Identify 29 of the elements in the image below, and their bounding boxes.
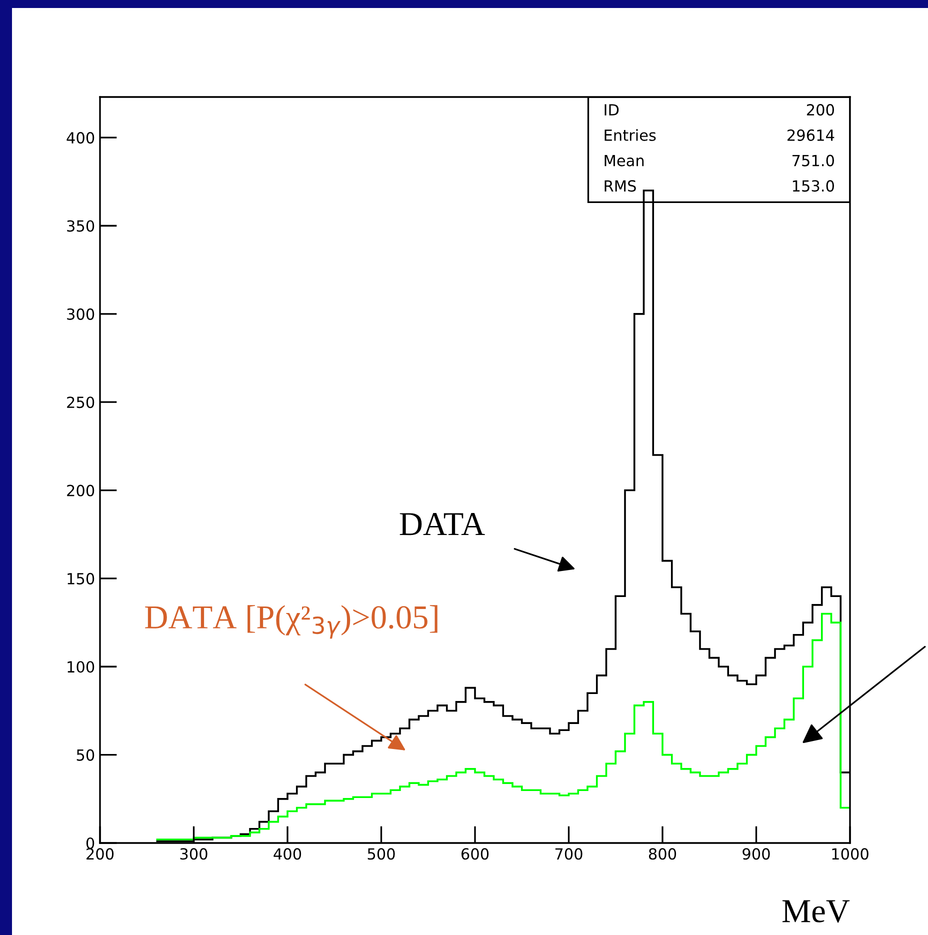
annotation: DATA — [400, 513, 485, 536]
annotation: ID — [604, 104, 619, 116]
annotation: Mean — [604, 154, 644, 166]
x-tick-label: 400 — [274, 848, 302, 860]
y-tick-label: 100 — [68, 661, 94, 673]
annotation: Entries — [604, 129, 656, 141]
y-tick-label: 50 — [76, 749, 94, 761]
x-tick-label: 900 — [742, 848, 770, 860]
annotation: 153.0 — [792, 180, 834, 192]
y-tick-label: 400 — [66, 132, 94, 144]
annotation: 200 — [806, 104, 834, 116]
y-tick-label: 350 — [67, 220, 94, 232]
annotation: 29614 — [788, 129, 834, 141]
y-tick-label: 150 — [68, 572, 94, 584]
annotation: RMS — [604, 180, 636, 192]
x-tick-label: 700 — [555, 848, 582, 860]
x-tick-label: 800 — [648, 848, 676, 860]
y-tick-label: 300 — [67, 308, 94, 320]
x-tick-label: 200 — [86, 848, 114, 860]
y-tick-label: 0 — [86, 837, 94, 850]
x-tick-label: 600 — [461, 848, 489, 860]
annotation: DATA [P(χ²$_{3γ}$)>0.05] — [145, 605, 438, 639]
x-axis-title: MeV — [782, 900, 850, 923]
y-tick-label: 200 — [67, 484, 94, 496]
annotation: 751.0 — [792, 154, 834, 166]
x-tick-label: 300 — [180, 848, 208, 860]
x-tick-label: 500 — [368, 848, 395, 860]
y-tick-label: 250 — [67, 396, 94, 408]
x-tick-label: 1000 — [832, 848, 868, 860]
